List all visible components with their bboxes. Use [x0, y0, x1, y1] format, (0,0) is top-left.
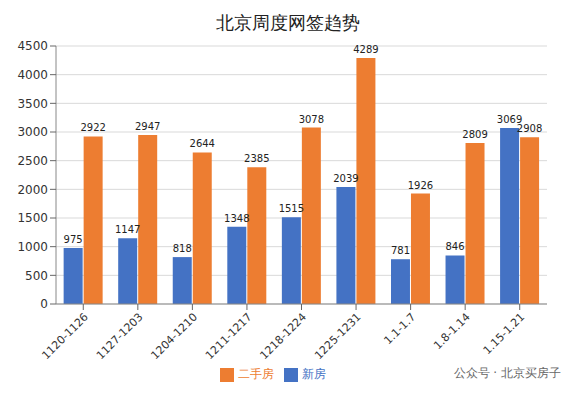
svg-text:1127-1203: 1127-1203	[94, 310, 146, 362]
svg-text:2947: 2947	[135, 121, 160, 132]
svg-text:846: 846	[445, 241, 464, 252]
svg-text:1211-1217: 1211-1217	[203, 310, 255, 362]
svg-text:818: 818	[173, 243, 192, 254]
html-text:新房: 新房	[301, 367, 326, 381]
svg-text:4500: 4500	[17, 39, 48, 53]
html-text:公众号 · 北京买房子: 公众号 · 北京买房子	[453, 366, 561, 380]
svg-text:1.8-1.14: 1.8-1.14	[431, 310, 473, 352]
svg-text:4000: 4000	[17, 68, 48, 82]
svg-text:781: 781	[391, 245, 410, 256]
svg-text:2908: 2908	[517, 123, 542, 134]
svg-text:3500: 3500	[17, 97, 48, 111]
svg-text:0: 0	[40, 297, 48, 311]
svg-text:1147: 1147	[115, 224, 140, 235]
svg-text:4289: 4289	[353, 44, 378, 55]
svg-text:2644: 2644	[190, 138, 215, 149]
svg-text:500: 500	[25, 269, 48, 283]
svg-text:1120-1126: 1120-1126	[39, 310, 91, 362]
svg-text:3069: 3069	[496, 114, 523, 125]
svg-text:2922: 2922	[80, 122, 105, 133]
svg-text:1204-1210: 1204-1210	[148, 310, 200, 362]
svg-text:2385: 2385	[244, 153, 269, 164]
svg-text:2809: 2809	[462, 129, 487, 140]
svg-text:1.1-1.7: 1.1-1.7	[382, 310, 419, 347]
svg-text:1000: 1000	[17, 240, 48, 254]
svg-text:3078: 3078	[299, 114, 324, 125]
svg-text:1515: 1515	[279, 203, 304, 214]
svg-text:1500: 1500	[17, 211, 48, 225]
svg-text:1225-1231: 1225-1231	[312, 310, 364, 362]
svg-text:2500: 2500	[17, 154, 48, 168]
svg-text:1926: 1926	[408, 180, 433, 191]
svg-text:2039: 2039	[333, 173, 358, 184]
svg-text:1.15-1.21: 1.15-1.21	[481, 310, 528, 357]
svg-text:3000: 3000	[17, 125, 48, 139]
svg-text:975: 975	[64, 234, 83, 245]
html-text:二手房: 二手房	[237, 367, 274, 381]
svg-text:1218-1224: 1218-1224	[258, 310, 310, 362]
html-text:北京周度网签趋势: 北京周度网签趋势	[215, 12, 360, 33]
svg-text:1348: 1348	[224, 213, 249, 224]
svg-text:2000: 2000	[17, 183, 48, 197]
